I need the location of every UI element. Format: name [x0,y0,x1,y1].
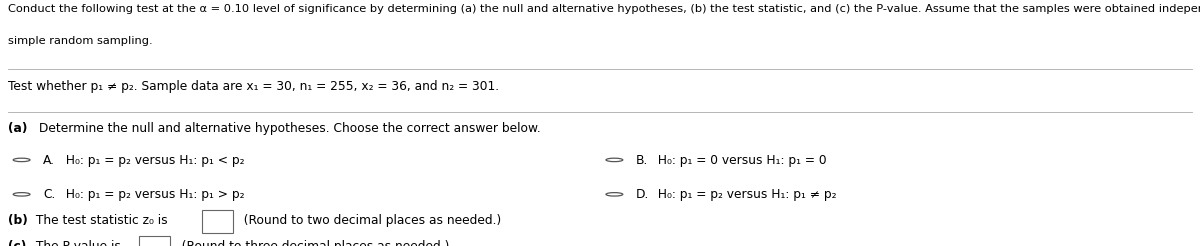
FancyBboxPatch shape [139,236,170,246]
Text: C.: C. [43,188,55,201]
Text: H₀: p₁ = 0 versus H₁: p₁ = 0: H₀: p₁ = 0 versus H₁: p₁ = 0 [650,154,827,167]
FancyBboxPatch shape [202,210,233,233]
Text: Determine the null and alternative hypotheses. Choose the correct answer below.: Determine the null and alternative hypot… [35,122,540,135]
Text: (b): (b) [8,214,28,227]
Text: The P-value is: The P-value is [32,240,121,246]
Text: Test whether p₁ ≠ p₂. Sample data are x₁ = 30, n₁ = 255, x₂ = 36, and n₂ = 301.: Test whether p₁ ≠ p₂. Sample data are x₁… [8,80,499,93]
Text: D.: D. [636,188,649,201]
Text: H₀: p₁ = p₂ versus H₁: p₁ > p₂: H₀: p₁ = p₂ versus H₁: p₁ > p₂ [58,188,244,201]
Text: Conduct the following test at the α = 0.10 level of significance by determining : Conduct the following test at the α = 0.… [8,4,1200,14]
Text: The test statistic z₀ is: The test statistic z₀ is [32,214,168,227]
Text: simple random sampling.: simple random sampling. [8,36,154,46]
Text: H₀: p₁ = p₂ versus H₁: p₁ ≠ p₂: H₀: p₁ = p₂ versus H₁: p₁ ≠ p₂ [650,188,836,201]
Text: A.: A. [43,154,55,167]
Text: B.: B. [636,154,648,167]
Text: (Round to two decimal places as needed.): (Round to two decimal places as needed.) [236,214,502,227]
Text: H₀: p₁ = p₂ versus H₁: p₁ < p₂: H₀: p₁ = p₂ versus H₁: p₁ < p₂ [58,154,244,167]
Text: (c): (c) [8,240,26,246]
Text: (a): (a) [8,122,28,135]
Text: (Round to three decimal places as needed.): (Round to three decimal places as needed… [174,240,449,246]
